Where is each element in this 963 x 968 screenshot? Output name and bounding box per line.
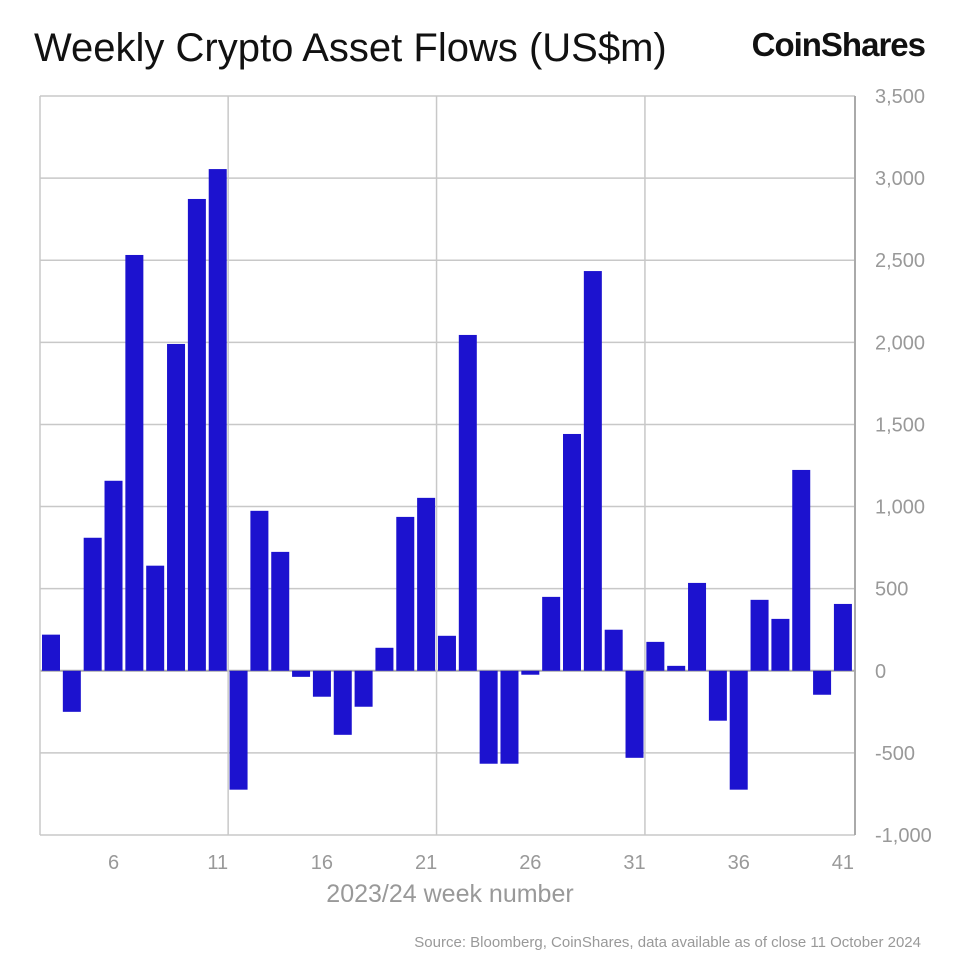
x-axis-label: 2023/24 week number: [326, 880, 574, 908]
source-note: Source: Bloomberg, CoinShares, data avai…: [414, 934, 921, 951]
y-tick-label: 1,000: [875, 497, 925, 519]
y-tick-label: 0: [875, 661, 886, 683]
bar-week-40: [813, 670, 832, 695]
bar-week-26: [521, 670, 540, 675]
bar-week-16: [312, 670, 331, 697]
bar-week-23: [458, 334, 477, 671]
bar-week-29: [583, 271, 602, 671]
bar-week-31: [625, 670, 644, 758]
bar-week-10: [187, 198, 206, 671]
x-tick-label: 16: [311, 852, 333, 874]
bar-week-3: [42, 634, 60, 671]
bar-week-21: [417, 497, 436, 671]
bar-week-41: [833, 603, 852, 671]
bar-week-33: [667, 665, 686, 671]
bar-week-17: [333, 670, 352, 735]
bar-week-4: [62, 670, 81, 712]
x-tick-label: 11: [207, 852, 228, 874]
bar-week-19: [375, 647, 394, 671]
x-tick-label: 26: [519, 852, 541, 874]
chart-title: Weekly Crypto Asset Flows (US$m): [34, 26, 667, 70]
x-tick-label: 6: [108, 852, 119, 874]
y-tick-label: 3,000: [875, 168, 925, 190]
bar-week-8: [146, 565, 165, 671]
bar-week-14: [271, 551, 290, 671]
bar-week-37: [750, 599, 769, 671]
y-tick-label: -1,000: [875, 825, 932, 847]
bar-week-30: [604, 629, 623, 671]
x-tick-label: 21: [415, 852, 437, 874]
bar-week-36: [729, 670, 748, 790]
bar-week-5: [83, 537, 102, 671]
bar-week-28: [563, 433, 581, 671]
bar-week-13: [250, 510, 269, 671]
bar-week-9: [167, 343, 186, 671]
y-tick-label: 1,500: [875, 414, 925, 436]
bar-week-25: [500, 670, 519, 764]
bar-week-11: [208, 169, 227, 671]
bar-week-7: [125, 254, 144, 671]
bar-week-27: [542, 596, 561, 671]
x-tick-label: 36: [728, 852, 750, 874]
bar-week-34: [688, 582, 707, 671]
bar-week-20: [396, 516, 415, 671]
bar-week-18: [354, 670, 373, 707]
y-tick-label: 3,500: [875, 86, 925, 108]
bar-week-12: [229, 670, 248, 790]
x-tick-label: 31: [623, 852, 645, 874]
bar-week-35: [708, 670, 727, 721]
y-tick-label: 500: [875, 579, 908, 601]
bar-week-22: [437, 635, 456, 671]
bar-week-32: [646, 641, 665, 671]
y-tick-label: 2,500: [875, 250, 925, 272]
y-tick-label: 2,000: [875, 332, 925, 354]
x-tick-label: 41: [832, 852, 854, 874]
coinshares-logo: CoinShares: [751, 26, 926, 63]
bar-week-39: [792, 469, 811, 671]
y-tick-label: -500: [875, 743, 915, 765]
bar-week-6: [104, 480, 123, 671]
bar-week-24: [479, 670, 498, 764]
bar-week-38: [771, 618, 790, 671]
bar-week-15: [292, 670, 311, 677]
